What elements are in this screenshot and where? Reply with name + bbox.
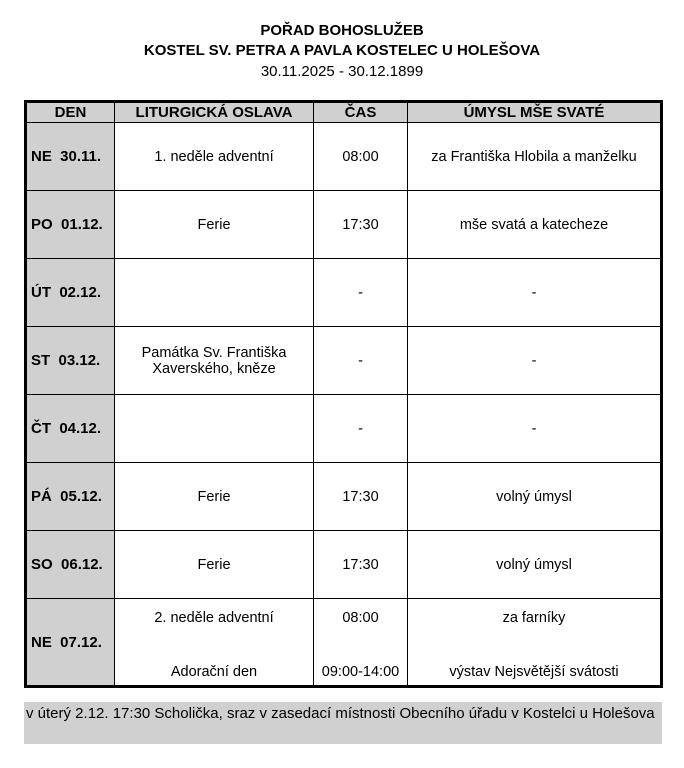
celebration-cell [114, 258, 314, 327]
secondary-entry: Adorační den [170, 664, 258, 680]
intention-cell: mše svatá a katecheze [407, 190, 662, 259]
primary-entry: za farníky [502, 610, 566, 626]
church-name: KOSTEL SV. PETRA A PAVLA KOSTELEC U HOLE… [143, 42, 541, 59]
date-range: 30.11.2025 - 30.12.1899 [260, 63, 424, 80]
primary-entry: 2. neděle adventní [154, 610, 274, 626]
day-cell: ČT 04.12. [25, 394, 115, 463]
celebration-cell: Ferie [114, 462, 314, 531]
column-header-intention: ÚMYSL MŠE SVATÉ [407, 101, 662, 123]
celebration-cell: Památka Sv. Františka Xaverského, kněze [114, 326, 314, 395]
column-header-celebration: LITURGICKÁ OSLAVA [114, 101, 314, 123]
table-row: ST 03.12. Památka Sv. Františka Xaverskéh… [25, 326, 662, 395]
intention-cell: - [407, 258, 662, 327]
announcement-note: v úterý 2.12. 17:30 Scholička, sraz v za… [24, 702, 662, 744]
intention-cell: za Františka Hlobila a manželku [407, 122, 662, 191]
celebration-cell [114, 394, 314, 463]
table-row: SO 06.12. Ferie 17:30 volný úmysl [25, 530, 662, 599]
document-title: POŘAD BOHOSLUŽEB [260, 22, 424, 39]
day-cell: SO 06.12. [25, 530, 115, 599]
column-header-time: ČAS [313, 101, 408, 123]
celebration-cell: 2. neděle adventní Adorační den [114, 598, 314, 687]
time-cell: 17:30 [313, 530, 408, 599]
time-cell: 17:30 [313, 190, 408, 259]
day-cell: PO 01.12. [25, 190, 115, 259]
table-row: NE 30.11. 1. neděle adventní 08:00 za Frant… [25, 122, 662, 191]
day-cell: ÚT 02.12. [25, 258, 115, 327]
day-cell: NE 30.11. [25, 122, 115, 191]
table-row: PÁ 05.12. Ferie 17:30 volný úmysl [25, 462, 662, 531]
time-cell: - [313, 326, 408, 395]
day-cell: PÁ 05.12. [25, 462, 115, 531]
table-row: NE 07.12. 2. neděle adventní Adorační den 0… [25, 598, 662, 687]
table-row: ÚT 02.12. - - [25, 258, 662, 327]
secondary-entry: výstav Nejsvětější svátosti [449, 664, 619, 680]
intention-cell: - [407, 326, 662, 395]
table-row: PO 01.12. Ferie 17:30 mše svatá a katecheze [25, 190, 662, 259]
table-row: ČT 04.12. - - [25, 394, 662, 463]
celebration-cell: 1. neděle adventní [114, 122, 314, 191]
secondary-entry: 09:00-14:00 [321, 664, 400, 680]
column-header-day: DEN [25, 101, 115, 123]
time-cell: - [313, 258, 408, 327]
intention-cell: volný úmysl [407, 462, 662, 531]
intention-cell: - [407, 394, 662, 463]
schedule-table: DEN LITURGICKÁ OSLAVA ČAS ÚMYSL MŠE SVAT… [24, 100, 663, 688]
time-cell: 17:30 [313, 462, 408, 531]
primary-entry: 08:00 [342, 610, 379, 626]
table-header: DEN LITURGICKÁ OSLAVA ČAS ÚMYSL MŠE SVAT… [25, 101, 662, 123]
intention-cell: volný úmysl [407, 530, 662, 599]
day-cell: NE 07.12. [25, 598, 115, 687]
time-cell: - [313, 394, 408, 463]
time-cell: 08:00 [313, 122, 408, 191]
intention-cell: za farníky výstav Nejsvětější svátosti [407, 598, 662, 687]
time-cell: 08:00 09:00-14:00 [313, 598, 408, 687]
day-cell: ST 03.12. [25, 326, 115, 395]
celebration-cell: Ferie [114, 530, 314, 599]
celebration-cell: Ferie [114, 190, 314, 259]
